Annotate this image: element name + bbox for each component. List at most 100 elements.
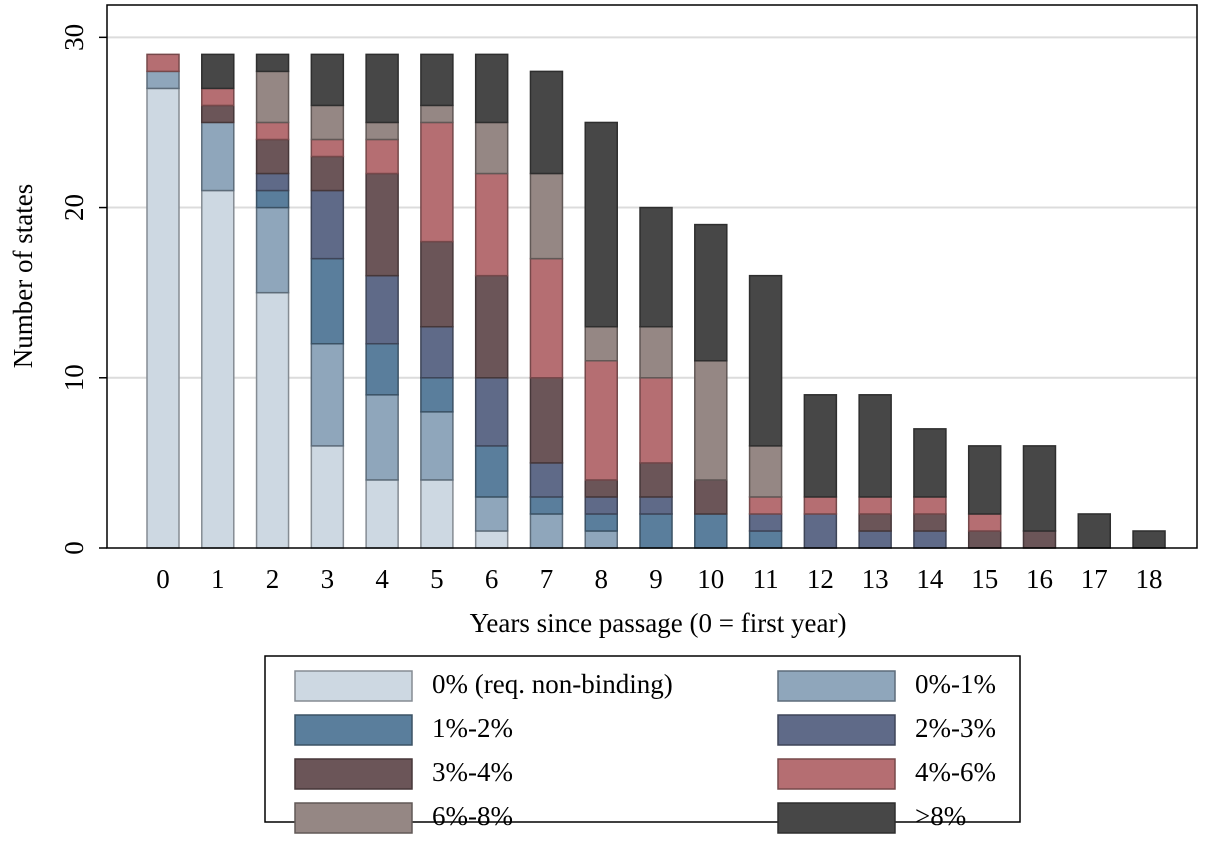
bar-segment <box>255 70 290 124</box>
bar-segment <box>858 496 892 515</box>
bar-segment <box>420 325 454 379</box>
bar-segment <box>420 240 454 328</box>
bar-segment <box>365 53 399 124</box>
bar-segment <box>474 445 509 498</box>
bar-segment <box>529 70 564 175</box>
bar-segment <box>967 513 1002 532</box>
bar-segment <box>694 479 728 515</box>
bar-segment <box>529 462 564 498</box>
bar-segment <box>967 445 1002 515</box>
bar-segment <box>365 479 399 549</box>
bar-segment <box>529 172 564 260</box>
legend-swatch <box>777 670 896 702</box>
bar-segment <box>584 479 618 498</box>
bar-segment <box>913 428 947 498</box>
bar-segment <box>1132 530 1166 549</box>
bar-segment <box>748 496 783 515</box>
bar-segment <box>584 325 618 362</box>
y-tick-label: 0 <box>59 541 89 555</box>
x-tick-label: 13 <box>862 564 889 594</box>
x-tick-label: 17 <box>1081 564 1108 594</box>
bar-segment <box>420 53 454 107</box>
bar-segment <box>694 223 728 362</box>
bar-segment <box>365 121 399 141</box>
legend-label: >8% <box>915 801 966 831</box>
bar-segment <box>913 513 947 532</box>
bar-segment <box>474 274 509 379</box>
legend-label: 0% (req. non-binding) <box>432 669 673 699</box>
x-tick-label: 0 <box>156 564 170 594</box>
bar-segment <box>420 479 454 549</box>
bar-segment <box>310 155 345 192</box>
legend-swatch <box>777 758 896 790</box>
x-tick-label: 8 <box>594 564 608 594</box>
bar-segment <box>420 104 454 124</box>
bar-segment <box>365 394 399 481</box>
bar-segment <box>310 53 345 107</box>
bar-segment <box>201 87 235 107</box>
bar-segment <box>639 513 673 549</box>
bar-segment <box>420 411 454 481</box>
bar-segment <box>365 172 399 277</box>
bar-segment <box>748 530 783 549</box>
bar-segment <box>913 530 947 549</box>
legend-swatch <box>777 714 896 746</box>
bar-segment <box>255 189 290 209</box>
bar-segment <box>584 513 618 532</box>
x-tick-label: 11 <box>753 564 779 594</box>
y-tick-label: 30 <box>59 24 89 51</box>
bar-segment <box>639 325 673 379</box>
bar-segment <box>365 274 399 345</box>
x-tick-label: 14 <box>916 564 944 594</box>
bar-segment <box>1077 513 1112 549</box>
bar-segment <box>146 70 180 90</box>
bar-segment <box>584 496 618 515</box>
bar-segment <box>694 513 728 549</box>
y-tick-label: 10 <box>59 364 89 391</box>
x-tick-label: 6 <box>485 564 499 594</box>
bar-segment <box>365 342 399 396</box>
bar-segment <box>146 53 180 73</box>
legend-label: 6%-8% <box>432 801 513 831</box>
bar-segment <box>584 121 618 328</box>
bar-segment <box>310 257 345 345</box>
bar-segment <box>201 121 235 192</box>
x-tick-label: 3 <box>321 564 335 594</box>
x-axis-title: Years since passage (0 = first year) <box>470 608 847 638</box>
bar-segment <box>529 377 564 464</box>
bar-segment <box>639 462 673 498</box>
bar-segment <box>201 189 235 549</box>
bar-segment <box>255 291 290 549</box>
bar-segment <box>474 121 509 175</box>
y-tick-label: 20 <box>59 194 89 221</box>
bar-segment <box>967 530 1002 549</box>
bar-segment <box>255 172 290 192</box>
bar-segment <box>474 377 509 447</box>
legend-label: 2%-3% <box>915 713 996 743</box>
bar-segment <box>529 496 564 515</box>
legend-label: 1%-2% <box>432 713 513 743</box>
bar-segment <box>310 104 345 141</box>
plot-frame <box>106 4 1198 549</box>
bar-segment <box>858 394 892 498</box>
x-tick-label: 2 <box>266 564 280 594</box>
legend-label: 0%-1% <box>915 669 996 699</box>
legend-swatch <box>294 802 413 834</box>
x-tick-label: 12 <box>807 564 834 594</box>
x-tick-label: 9 <box>649 564 663 594</box>
bar-segment <box>474 53 509 124</box>
bar-segment <box>474 496 509 532</box>
bar-segment <box>310 138 345 158</box>
bar-segment <box>255 121 290 141</box>
bar-segment <box>858 513 892 532</box>
bar-segment <box>529 513 564 549</box>
bar-segment <box>310 342 345 447</box>
bar-segment <box>146 87 180 549</box>
bar-segment <box>803 394 838 498</box>
bar-segment <box>639 206 673 328</box>
bar-segment <box>1022 530 1057 549</box>
legend-swatch <box>294 670 413 702</box>
bar-segment <box>255 138 290 175</box>
x-tick-label: 4 <box>375 564 389 594</box>
bar-segment <box>748 445 783 498</box>
